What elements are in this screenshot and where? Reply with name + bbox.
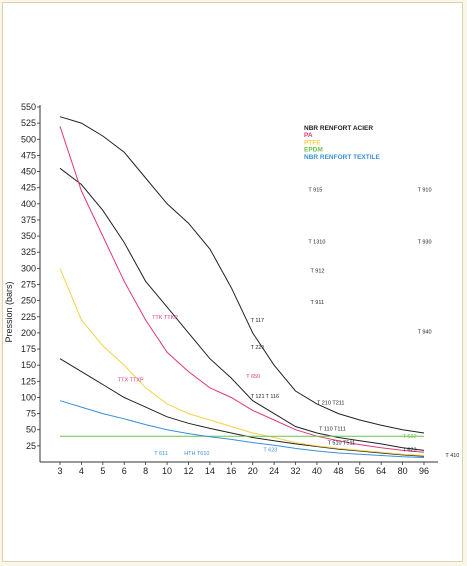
annotation-label: T 650 — [246, 374, 260, 380]
y-tick-label: 300 — [21, 263, 36, 273]
y-tick-label: 75 — [26, 409, 36, 419]
series-line-0 — [59, 116, 425, 434]
y-tick-label: 250 — [21, 296, 36, 306]
chart-frame — [2, 2, 463, 562]
annotation-label: T 121 — [251, 394, 265, 400]
annotation-label: T 911 — [311, 300, 325, 306]
y-tick-label: 200 — [21, 328, 36, 338]
annotation-label: T 510 T511 — [328, 441, 356, 447]
y-tick-label: 525 — [21, 118, 36, 128]
annotation-label: T 532 — [403, 434, 417, 440]
annotation-label: T 410 — [445, 453, 459, 459]
annotation-label: T 915 — [308, 188, 322, 194]
series-line-4 — [59, 268, 425, 456]
annotation-label: T 611 — [154, 451, 168, 457]
y-tick-label: 225 — [21, 312, 36, 322]
y-tick-label: 450 — [21, 167, 36, 177]
legend-entry: EPDM — [304, 147, 323, 154]
legend-entry: PA — [304, 132, 313, 139]
annotation-label: T 623 — [403, 448, 417, 454]
series-lines — [59, 116, 425, 458]
y-axis-label: Pression (bars) — [4, 281, 14, 342]
x-tick-label: 10 — [162, 466, 172, 476]
y-tick-label: 100 — [21, 392, 36, 402]
y-tick-label: 325 — [21, 247, 36, 257]
y-tick-label: 500 — [21, 134, 36, 144]
x-tick-label: 56 — [355, 466, 365, 476]
x-tick-label: 8 — [143, 466, 148, 476]
x-tick-label: 96 — [419, 466, 429, 476]
y-tick-label: 275 — [21, 280, 36, 290]
x-tick-label: 40 — [312, 466, 322, 476]
x-ticks: 3 4 5 6 8 10 12 14 16 20 24 32 40 48 56 64 80 96 — [57, 462, 429, 476]
x-tick-label: 12 — [183, 466, 193, 476]
x-tick-label: 16 — [226, 466, 236, 476]
y-tick-label: 375 — [21, 215, 36, 225]
x-tick-label: 5 — [100, 466, 105, 476]
series-line-2 — [59, 358, 425, 457]
y-tick-label: 475 — [21, 150, 36, 160]
x-tick-label: 4 — [79, 466, 84, 476]
y-ticks: 25 50 75 100 125 150 175 200 225 250 275 300 325 350 3… — [21, 102, 40, 451]
annotation-label: TTK TTKP — [152, 315, 178, 321]
annotation-label: T 912 — [311, 268, 325, 274]
annotation-label: HTH T610 — [184, 451, 209, 457]
annotation-label: T 940 — [418, 330, 432, 336]
annotation-label: T 116 — [266, 394, 280, 400]
x-tick-label: 64 — [376, 466, 386, 476]
x-tick-label: 14 — [205, 466, 215, 476]
legend-entry: NBR RENFORT ACIER — [304, 125, 373, 132]
annotations: T 915 T 910 T 1310 T 930 T 912 T 911 T 940 TTK … — [118, 188, 460, 459]
x-tick-label: 3 — [57, 466, 62, 476]
series-line-6 — [59, 400, 425, 458]
x-tick-label: 20 — [248, 466, 258, 476]
annotation-label: T 930 — [418, 239, 432, 245]
annotation-label: T 1310 — [308, 239, 325, 245]
series-line-1 — [59, 167, 425, 451]
y-tick-label: 175 — [21, 344, 36, 354]
annotation-label: T 110 T111 — [319, 426, 346, 432]
x-tick-label: 24 — [269, 466, 279, 476]
series-line-3 — [59, 126, 425, 453]
legend-entry: PTFE — [304, 139, 321, 146]
y-tick-label: 550 — [21, 102, 36, 112]
y-tick-label: 400 — [21, 199, 36, 209]
y-tick-label: 150 — [21, 360, 36, 370]
annotation-label: T 623 — [263, 448, 277, 454]
x-tick-label: 80 — [398, 466, 408, 476]
y-tick-label: 25 — [26, 441, 36, 451]
annotation-label: T 210 T211 — [317, 401, 345, 407]
x-tick-label: 32 — [291, 466, 301, 476]
x-tick-label: 6 — [122, 466, 127, 476]
y-tick-label: 125 — [21, 376, 36, 386]
annotation-label: T 117 — [251, 318, 265, 324]
axes — [39, 105, 438, 463]
y-tick-label: 425 — [21, 183, 36, 193]
annotation-label: TTX TTXP — [118, 377, 144, 383]
legend-entry: NBR RENFORT TEXTILE — [304, 154, 380, 161]
x-tick-label: 48 — [333, 466, 343, 476]
annotation-label: T 221 — [251, 345, 265, 351]
y-tick-label: 350 — [21, 231, 36, 241]
y-tick-label: 50 — [26, 425, 36, 435]
annotation-label: T 910 — [418, 188, 432, 194]
